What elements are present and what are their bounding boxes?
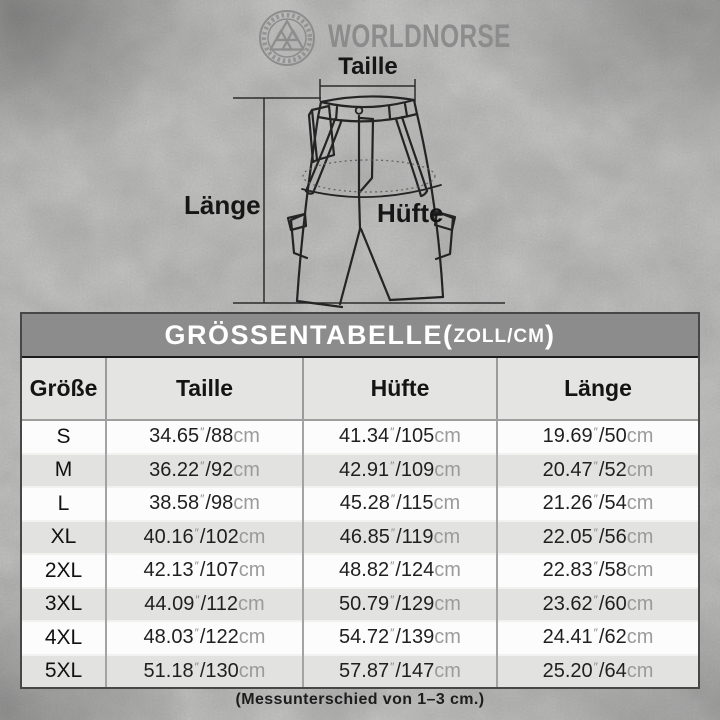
hip-cell: 45.28″/115cm bbox=[303, 486, 498, 521]
length-cell: 24.41″/62cm bbox=[497, 620, 698, 655]
table-row: L 38.58″/98cm 45.28″/115cm 21.26″/54cm bbox=[22, 486, 698, 521]
waist-cell: 36.22″/92cm bbox=[106, 452, 304, 487]
table-row: S 34.65″/88cm 41.34″/105cm 19.69″/50cm bbox=[22, 420, 698, 454]
size-cell: 3XL bbox=[22, 586, 107, 621]
col-header-length: Länge bbox=[497, 358, 698, 421]
hip-cell: 48.82″/124cm bbox=[303, 553, 498, 588]
length-cell: 21.26″/54cm bbox=[497, 486, 698, 521]
table-row: M 36.22″/92cm 42.91″/109cm 20.47″/52cm bbox=[22, 452, 698, 487]
col-header-hip: Hüfte bbox=[303, 358, 498, 421]
waist-cell: 40.16″/102cm bbox=[106, 519, 304, 554]
length-cell: 22.05″/56cm bbox=[497, 519, 698, 554]
length-cell: 25.20″/64cm bbox=[497, 653, 698, 687]
title-units: ZOLL/CM bbox=[453, 326, 545, 347]
size-cell: L bbox=[22, 486, 107, 521]
size-table-title: GRÖSSENTABELLE(ZOLL/CM) bbox=[22, 314, 698, 358]
hip-label: Hüfte bbox=[377, 198, 444, 228]
title-paren-open: ( bbox=[443, 319, 454, 350]
hip-cell: 57.87″/147cm bbox=[303, 653, 498, 687]
size-cell: 5XL bbox=[22, 653, 107, 687]
table-row: 2XL 42.13″/107cm 48.82″/124cm 22.83″/58cm bbox=[22, 553, 698, 588]
hip-cell: 42.91″/109cm bbox=[303, 452, 498, 487]
shorts-outline bbox=[286, 95, 457, 309]
waist-cell: 48.03″/122cm bbox=[106, 620, 304, 655]
waist-cell: 44.09″/112cm bbox=[106, 586, 304, 621]
hip-measure-ellipse bbox=[302, 159, 436, 193]
table-row: 3XL 44.09″/112cm 50.79″/129cm 23.62″/60cm bbox=[22, 586, 698, 621]
dimension-lines bbox=[233, 79, 505, 304]
hip-cell: 41.34″/105cm bbox=[303, 420, 498, 454]
waist-label: Taille bbox=[338, 53, 398, 80]
title-main: GRÖSSENTABELLE bbox=[164, 319, 444, 350]
hip-cell: 50.79″/129cm bbox=[303, 586, 498, 621]
length-cell: 23.62″/60cm bbox=[497, 586, 698, 621]
size-table: Größe Taille Hüfte Länge S 34.65″/88cm 41.… bbox=[22, 358, 698, 687]
valknut-logo-icon bbox=[259, 10, 315, 66]
hip-cell: 46.85″/119cm bbox=[303, 519, 498, 554]
waist-cell: 51.18″/130cm bbox=[106, 653, 304, 687]
col-header-waist: Taille bbox=[106, 358, 304, 421]
length-cell: 19.69″/50cm bbox=[542, 425, 654, 448]
hip-cell: 54.72″/139cm bbox=[303, 620, 498, 655]
size-cell: M bbox=[22, 452, 107, 487]
col-header-size: Größe bbox=[22, 358, 107, 421]
length-cell: 22.83″/58cm bbox=[497, 553, 698, 588]
size-cell: 4XL bbox=[22, 620, 107, 655]
size-table-section: GRÖSSENTABELLE(ZOLL/CM) Größe Taille Hüf… bbox=[20, 312, 700, 689]
waist-cell: 38.58″/98cm bbox=[106, 486, 304, 521]
brand-name: WORLDNORSE bbox=[328, 19, 511, 55]
size-cell: 2XL bbox=[22, 553, 107, 588]
waist-cell: 34.65″/88cm bbox=[106, 420, 304, 454]
table-row: 5XL 51.18″/130cm 57.87″/147cm 25.20″/64cm bbox=[22, 653, 698, 687]
waist-cell: 42.13″/107cm bbox=[106, 553, 304, 588]
length-label: Länge bbox=[184, 190, 261, 220]
measurement-note: (Messunterschied von 1–3 cm.) bbox=[235, 691, 485, 708]
size-cell: S bbox=[22, 420, 107, 454]
header-row: Größe Taille Hüfte Länge bbox=[22, 358, 698, 421]
table-row: 4XL 48.03″/122cm 54.72″/139cm 24.41″/62cm bbox=[22, 620, 698, 655]
length-cell: 20.47″/52cm bbox=[497, 452, 698, 487]
table-row: XL 40.16″/102cm 46.85″/119cm 22.05″/56cm bbox=[22, 519, 698, 554]
size-cell: XL bbox=[22, 519, 107, 554]
title-paren-close: ) bbox=[544, 319, 556, 350]
